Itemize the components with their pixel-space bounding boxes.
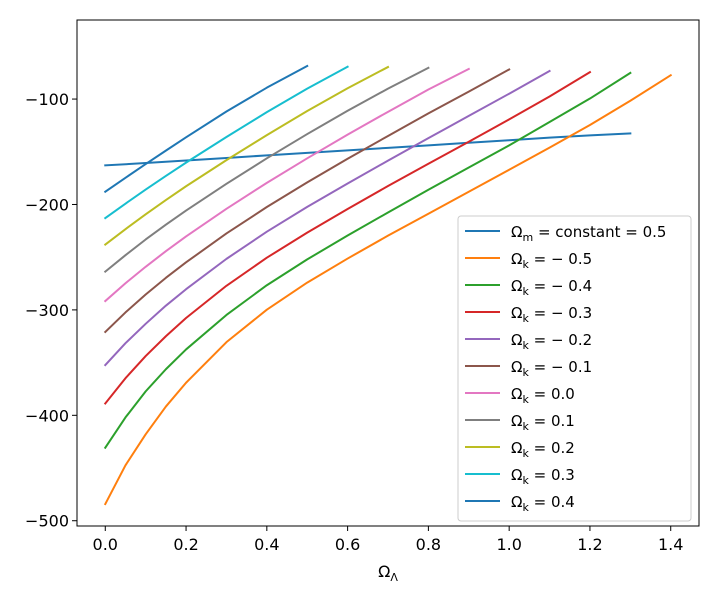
legend: Ωm = constant = 0.5 Ωk = − 0.5 Ωk = − 0.4 Ω…	[457, 215, 692, 522]
x-axis-label: ΩΛ	[378, 562, 398, 584]
x-tick-label: 0.8	[416, 535, 441, 554]
legend-label-9: Ωk = 0.3	[511, 466, 575, 487]
x-tick-label: 0.6	[335, 535, 360, 554]
legend-label-4: Ωk = − 0.2	[511, 331, 592, 352]
series-line-5	[103, 68, 511, 334]
x-tick-label: 1.0	[496, 535, 521, 554]
legend-label-8: Ωk = 0.2	[511, 439, 575, 460]
legend-label-5: Ωk = − 0.1	[511, 358, 592, 379]
x-tick-label: 0.0	[93, 535, 118, 554]
legend-label-7: Ωk = 0.1	[511, 412, 575, 433]
legend-frame	[457, 215, 692, 522]
x-tick-label: 1.4	[658, 535, 683, 554]
plot-area-frame	[76, 19, 700, 527]
legend-label-3: Ωk = − 0.3	[511, 304, 592, 325]
series-line-3	[103, 70, 592, 405]
x-axis-label-main: Ω	[378, 562, 390, 581]
x-tick-label: 0.4	[254, 535, 279, 554]
legend-label-6: Ωk = 0.0	[511, 385, 575, 406]
x-tick-label: 0.2	[173, 535, 198, 554]
series-line-7	[103, 66, 430, 274]
x-axis-label-sub: Λ	[390, 571, 398, 584]
series-line-9	[103, 65, 349, 220]
series-line-2	[103, 71, 632, 450]
x-axis: 0.0 0.2 0.4 0.6 0.8 1.0 1.2 1.4	[93, 526, 683, 554]
series-line-6	[103, 67, 471, 303]
y-tick-label: −300	[25, 301, 69, 320]
series-line-0	[104, 132, 632, 167]
series-line-4	[103, 69, 551, 367]
legend-label-10: Ωk = 0.4	[511, 493, 575, 514]
y-tick-label: −100	[25, 90, 69, 109]
y-tick-label: −200	[25, 195, 69, 214]
y-tick-label: −500	[25, 512, 69, 531]
y-tick-label: −400	[25, 406, 69, 425]
legend-label-2: Ωk = − 0.4	[511, 277, 592, 298]
series-line-1	[103, 73, 673, 506]
series-line-8	[103, 65, 390, 246]
series-layer	[103, 64, 673, 506]
y-axis: −500 −400 −300 −200 −100	[25, 90, 77, 531]
legend-label-1: Ωk = − 0.5	[511, 250, 592, 271]
legend-label-0: Ωm = constant = 0.5	[511, 223, 666, 244]
x-tick-label: 1.2	[577, 535, 602, 554]
series-line-10	[103, 64, 309, 194]
